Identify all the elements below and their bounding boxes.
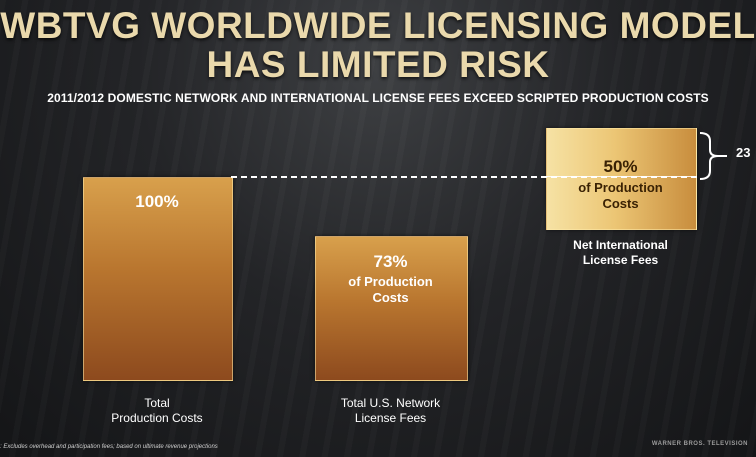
chart-subtitle: 2011/2012 DOMESTIC NETWORK AND INTERNATI… (47, 91, 709, 105)
bar-value-sublabel: of Production (348, 274, 433, 289)
bar-value-sublabel: Costs (372, 290, 409, 305)
bracket-icon (699, 132, 727, 180)
category-label: Total U.S. Network License Fees (340, 396, 441, 425)
bar-us-network-license-fees (315, 236, 468, 381)
bar-value-label: 100% (135, 192, 179, 211)
bar-net-international-license-fees (546, 128, 697, 230)
bar-value-label: 50% (603, 157, 638, 176)
category-label: Net International License Fees (573, 238, 668, 267)
bar-value-sublabel: of Production (578, 180, 663, 195)
page-title-line1: WBTVG WORLDWIDE LICENSING MODEL (0, 5, 756, 46)
bar-value-sublabel: Costs (602, 196, 639, 211)
category-label: Total Production Costs (111, 396, 203, 425)
brand-logo-text: WARNER BROS. TELEVISION (651, 441, 748, 447)
footnote: : Excludes overhead and participation fe… (0, 444, 218, 450)
reference-line-100 (231, 176, 697, 178)
bracket-value: 23 (736, 145, 751, 160)
page-title-line2: HAS LIMITED RISK (206, 44, 550, 85)
bar-value-label: 73% (373, 252, 408, 271)
bar-total-production-costs (83, 177, 233, 381)
